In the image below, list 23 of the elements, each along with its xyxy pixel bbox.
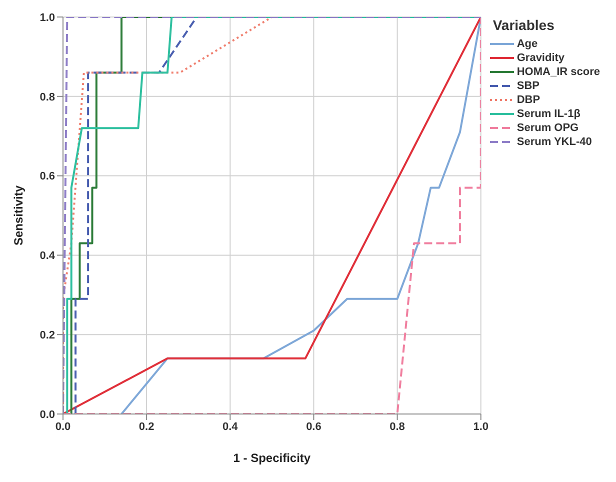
legend-label: Gravidity <box>516 52 565 64</box>
x-tick-label: 0.0 <box>55 420 71 433</box>
y-tick-label: 0.8 <box>40 91 55 104</box>
y-axis-title: Sensitivity <box>11 185 26 246</box>
y-tick-label: 0.0 <box>40 408 55 421</box>
x-tick-label: 0.2 <box>138 420 154 433</box>
legend-label: Age <box>516 38 538 50</box>
y-tick-label: 0.2 <box>40 330 55 342</box>
y-tick-label: 1.0 <box>40 12 55 24</box>
y-tick-label: 0.6 <box>40 170 55 183</box>
x-tick-label: 1.0 <box>473 420 489 433</box>
legend-label: HOMA_IR score <box>516 66 600 78</box>
y-tick-label: 0.4 <box>40 250 56 262</box>
x-tick-label: 0.4 <box>222 420 239 433</box>
legend-label: Serum IL-1β <box>516 108 580 120</box>
legend-label: SBP <box>516 80 540 92</box>
legend-label: DBP <box>516 94 540 106</box>
legend-title: Variables <box>492 17 556 33</box>
x-tick-label: 0.6 <box>306 420 322 433</box>
x-tick-label: 0.8 <box>390 420 405 433</box>
x-axis-title: 1 - Specificity <box>233 451 311 465</box>
legend-label: Serum OPG <box>516 122 579 134</box>
legend-label: Serum YKL-40 <box>516 136 592 148</box>
